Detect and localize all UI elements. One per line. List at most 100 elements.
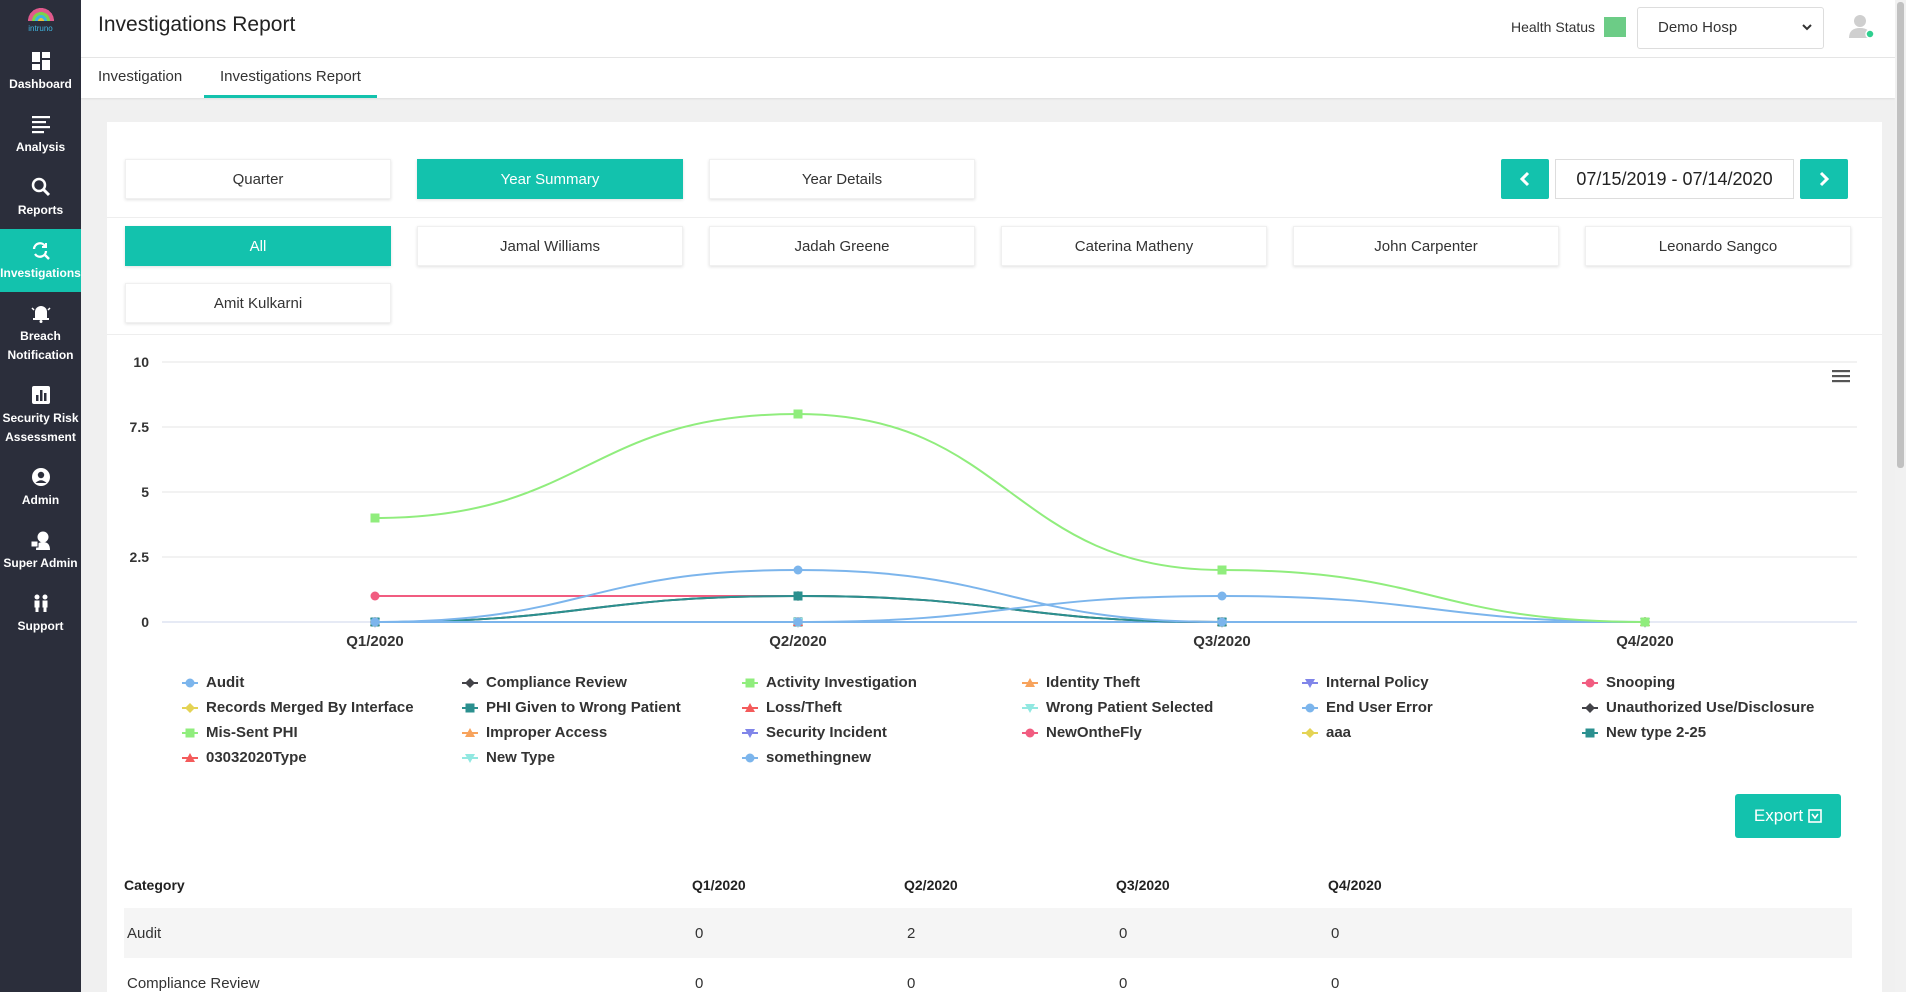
- legend-item[interactable]: New type 2-25: [1582, 724, 1706, 741]
- super-admin-icon: [30, 529, 52, 551]
- line-chart: 0 2.5 5 7.5 10 Q1/2020 Q2/2020 Q3/2020 Q4/2020: [130, 354, 1857, 650]
- previous-period-button[interactable]: [1501, 159, 1549, 199]
- legend-item[interactable]: Security Incident: [742, 724, 887, 741]
- legend-item[interactable]: Unauthorized Use/Disclosure: [1582, 699, 1814, 716]
- table-header-row: Category Q1/2020 Q2/2020 Q3/2020 Q4/2020: [124, 862, 1852, 908]
- legend-label: Internal Policy: [1326, 674, 1429, 691]
- sidebar-item-security-risk-assessment[interactable]: Security Risk Assessment: [0, 374, 81, 456]
- data-point[interactable]: [370, 591, 380, 601]
- chart-menu-icon[interactable]: [1831, 368, 1851, 384]
- hospital-select[interactable]: Demo Hosp: [1637, 7, 1824, 49]
- y-tick-label: 7.5: [130, 419, 150, 435]
- export-label: Export: [1753, 806, 1804, 825]
- view-year-summary-button[interactable]: Year Summary: [417, 159, 683, 199]
- legend-item[interactable]: Improper Access: [462, 724, 607, 741]
- legend-symbol-icon: [1582, 678, 1598, 687]
- dashboard-icon: [30, 50, 52, 72]
- sidebar-item-reports[interactable]: Reports: [0, 166, 81, 229]
- data-point[interactable]: [370, 617, 380, 627]
- next-period-button[interactable]: [1800, 159, 1848, 199]
- legend-item[interactable]: Audit: [182, 674, 244, 691]
- scrollbar[interactable]: [1895, 0, 1906, 992]
- investigations-icon: [30, 239, 52, 261]
- legend-symbol-icon: [742, 678, 758, 687]
- legend-label: Compliance Review: [486, 674, 627, 691]
- legend-label: PHI Given to Wrong Patient: [486, 699, 681, 716]
- table-cell: 2: [907, 924, 916, 942]
- legend-item[interactable]: Loss/Theft: [742, 699, 842, 716]
- legend-item[interactable]: PHI Given to Wrong Patient: [462, 699, 681, 716]
- legend-item[interactable]: Wrong Patient Selected: [1022, 699, 1213, 716]
- legend-symbol-icon: [1022, 677, 1038, 687]
- sidebar-item-breach-notification[interactable]: Breach Notification: [0, 292, 81, 374]
- data-point[interactable]: [793, 409, 803, 419]
- logo[interactable]: intruno: [0, 0, 81, 40]
- tab-investigation[interactable]: Investigation: [98, 68, 183, 85]
- data-point[interactable]: [1217, 565, 1227, 575]
- data-point[interactable]: [793, 591, 803, 601]
- legend-label: NewOntheFly: [1046, 724, 1142, 741]
- data-point[interactable]: [1640, 617, 1650, 627]
- table-header-cell: Q4/2020: [1328, 877, 1382, 893]
- category-table: Category Q1/2020 Q2/2020 Q3/2020 Q4/2020 Audi…: [124, 862, 1852, 992]
- legend-item[interactable]: Activity Investigation: [742, 674, 917, 691]
- sidebar-item-admin[interactable]: Admin: [0, 456, 81, 519]
- support-icon: [30, 592, 52, 614]
- sidebar-item-support[interactable]: Support: [0, 582, 81, 645]
- legend-item[interactable]: End User Error: [1302, 699, 1433, 716]
- person-filter-button[interactable]: Jadah Greene: [709, 226, 975, 266]
- data-point[interactable]: [370, 513, 380, 523]
- sidebar-item-label: Security Risk Assessment: [2, 410, 79, 444]
- legend-item[interactable]: NewOntheFly: [1022, 724, 1142, 741]
- legend-item[interactable]: Internal Policy: [1302, 674, 1429, 691]
- legend-item[interactable]: New Type: [462, 749, 555, 766]
- report-card: Quarter Year Summary Year Details 07/15/…: [107, 122, 1882, 992]
- data-point[interactable]: [1217, 617, 1227, 627]
- legend-item[interactable]: Identity Theft: [1022, 674, 1140, 691]
- person-filter-all[interactable]: All: [125, 226, 391, 266]
- y-tick-label: 10: [133, 354, 149, 370]
- x-tick-label: Q1/2020: [346, 633, 404, 650]
- sidebar-item-label: Reports: [17, 202, 64, 217]
- view-year-details-button[interactable]: Year Details: [709, 159, 975, 199]
- table-cell: 0: [1119, 924, 1128, 942]
- legend-label: Improper Access: [486, 724, 608, 741]
- sidebar-item-dashboard[interactable]: Dashboard: [0, 40, 81, 103]
- data-point[interactable]: [793, 565, 803, 575]
- legend-label: Identity Theft: [1046, 674, 1141, 691]
- series-activity-investigation[interactable]: [370, 409, 1650, 627]
- legend-item[interactable]: 03032020Type: [182, 749, 307, 766]
- person-filter-button[interactable]: John Carpenter: [1293, 226, 1559, 266]
- person-filter-button[interactable]: Amit Kulkarni: [125, 283, 391, 323]
- legend-symbol-icon: [742, 702, 758, 712]
- scrollbar-thumb[interactable]: [1897, 2, 1904, 468]
- chevron-left-icon: [1519, 171, 1530, 187]
- legend-label: Mis-Sent PHI: [206, 724, 298, 741]
- date-range-display[interactable]: 07/15/2019 - 07/14/2020: [1555, 159, 1794, 199]
- legend-item[interactable]: somethingnew: [742, 749, 871, 766]
- legend-item[interactable]: Records Merged By Interface: [182, 699, 414, 716]
- tab-investigations-report[interactable]: Investigations Report: [204, 68, 377, 98]
- sidebar-item-super-admin[interactable]: Super Admin: [0, 519, 81, 582]
- data-point[interactable]: [793, 617, 803, 627]
- chart-icon: [30, 384, 52, 406]
- legend-item[interactable]: Compliance Review: [462, 674, 627, 691]
- table-cell: Compliance Review: [127, 974, 260, 992]
- y-tick-label: 0: [141, 614, 149, 630]
- person-filter-button[interactable]: Caterina Matheny: [1001, 226, 1267, 266]
- data-point[interactable]: [1217, 591, 1227, 601]
- legend-symbol-icon: [1582, 702, 1598, 713]
- user-avatar-icon[interactable]: [1848, 12, 1876, 40]
- sidebar-item-investigations[interactable]: Investigations: [0, 229, 81, 292]
- sidebar-item-analysis[interactable]: Analysis: [0, 103, 81, 166]
- person-filter-button[interactable]: Jamal Williams: [417, 226, 683, 266]
- person-filter-button[interactable]: Leonardo Sangco: [1585, 226, 1851, 266]
- legend-item[interactable]: Mis-Sent PHI: [182, 724, 298, 741]
- legend-item[interactable]: aaa: [1302, 724, 1351, 741]
- table-header-cell: Q2/2020: [904, 877, 958, 893]
- export-button[interactable]: Export: [1735, 794, 1841, 838]
- legend-label: somethingnew: [766, 749, 872, 766]
- legend-item[interactable]: Snooping: [1582, 674, 1675, 691]
- view-quarter-button[interactable]: Quarter: [125, 159, 391, 199]
- legend-symbol-icon: [1022, 703, 1038, 713]
